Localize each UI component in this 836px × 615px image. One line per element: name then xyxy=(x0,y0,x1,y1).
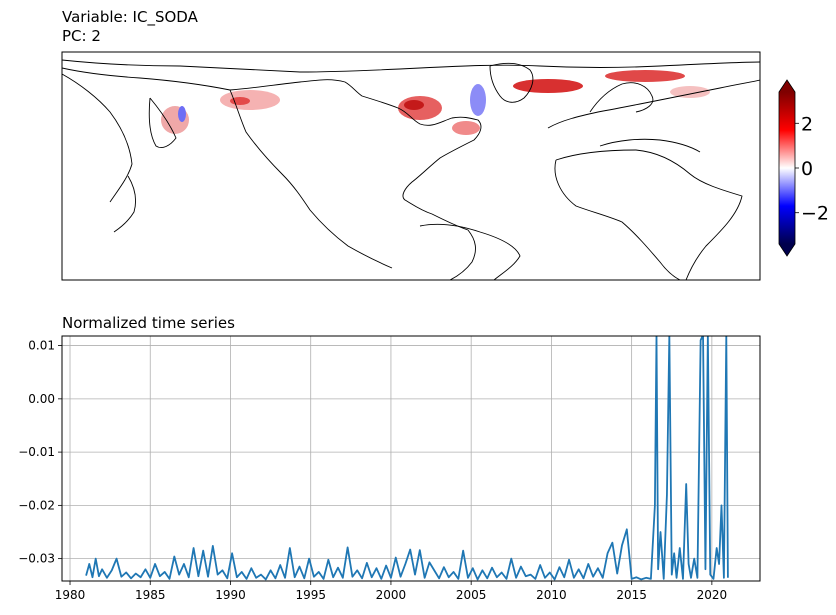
timeseries-x-ticks: 1980 1985 1990 1995 2000 2005 2010 2015 2020 xyxy=(55,581,727,602)
anomaly-patch-baffin xyxy=(470,84,486,116)
coastline-mediterranean xyxy=(599,138,701,153)
coastline-north-america xyxy=(62,67,482,280)
y-tick-label: −0.02 xyxy=(18,498,55,512)
colorbar-ticks: −2 0 2 xyxy=(795,113,829,225)
colorbar-tick-label: 2 xyxy=(801,113,813,135)
anomaly-patch-greenland-sea xyxy=(513,79,583,93)
x-tick-label: 1985 xyxy=(135,588,166,602)
y-tick-label: −0.03 xyxy=(18,552,55,566)
anomaly-patch-kara xyxy=(670,86,710,98)
coastline-arctic xyxy=(62,59,760,73)
anomaly-patch-bering xyxy=(220,90,280,110)
timeseries-plot-area xyxy=(85,336,729,581)
coastlines xyxy=(62,59,760,280)
colorbar-tick-label: 0 xyxy=(801,158,813,180)
coastline-kamchatka xyxy=(148,97,177,149)
y-tick-label: −0.01 xyxy=(18,445,55,459)
timeseries-line xyxy=(85,336,729,581)
colorbar-outline xyxy=(778,79,796,257)
timeseries-y-ticks: −0.03 −0.02 −0.01 0.00 0.01 xyxy=(18,339,62,566)
y-tick-label: 0.00 xyxy=(28,392,55,406)
timeseries-frame xyxy=(61,335,761,582)
anomaly-patch-barents xyxy=(605,70,685,82)
y-tick-label: 0.01 xyxy=(28,339,55,353)
timeseries-title: Normalized time series xyxy=(62,314,235,332)
colorbar-tick-label: −2 xyxy=(801,203,829,225)
x-tick-label: 2010 xyxy=(536,588,567,602)
coastline-north-america-west xyxy=(229,89,393,269)
coastline-africa xyxy=(555,149,743,280)
colorbar-extend-min xyxy=(779,244,795,256)
x-tick-label: 2005 xyxy=(456,588,487,602)
x-tick-label: 2000 xyxy=(376,588,407,602)
anomaly-patch-hudson-core xyxy=(404,100,424,110)
x-tick-label: 2015 xyxy=(616,588,647,602)
anomaly-patch-okhotsk-blue xyxy=(178,106,186,122)
coastline-africa-west xyxy=(554,159,681,280)
coastline-scandinavia xyxy=(589,82,654,113)
x-tick-label: 1980 xyxy=(55,588,86,602)
coastline-south-america xyxy=(419,223,521,280)
coastline-asia-east xyxy=(62,73,133,203)
map-title-variable: Variable: IC_SODA xyxy=(62,8,199,27)
anomaly-shading xyxy=(161,70,710,135)
colorbar: −2 0 2 xyxy=(778,79,829,257)
x-tick-label: 2020 xyxy=(697,588,728,602)
coastline-europe xyxy=(547,79,760,129)
x-tick-label: 1990 xyxy=(215,588,246,602)
anomaly-patch-labrador xyxy=(452,121,480,135)
timeseries-grid xyxy=(62,336,760,581)
map-frame xyxy=(61,51,761,281)
map-title-pc: PC: 2 xyxy=(62,27,101,45)
colorbar-gradient xyxy=(779,92,795,244)
x-tick-label: 1995 xyxy=(295,588,326,602)
colorbar-extend-max xyxy=(779,80,795,92)
coastline-japan xyxy=(113,175,137,233)
map-area xyxy=(62,52,760,280)
